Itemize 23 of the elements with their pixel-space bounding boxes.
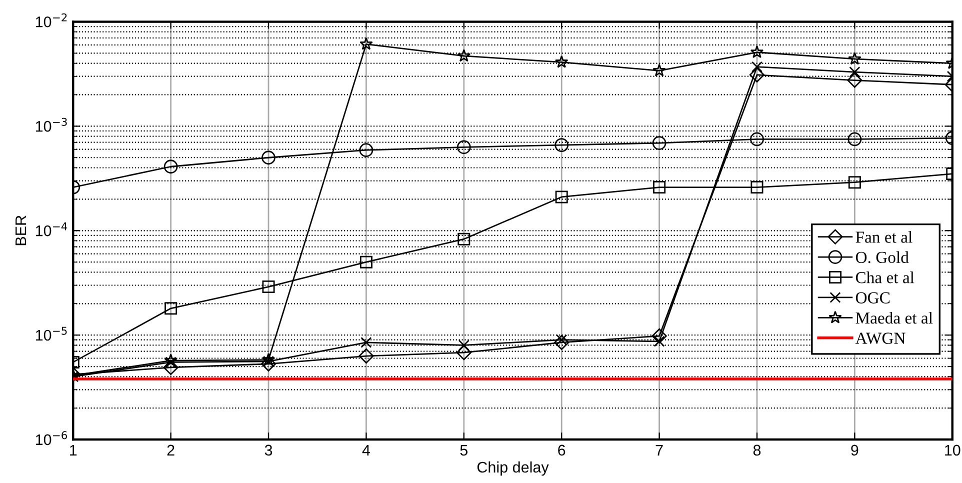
x-tick-label: 3 [264, 444, 272, 456]
legend-label: Fan et al [856, 231, 912, 243]
y-tick-label: 10$^{−5}$ [36, 326, 67, 341]
x-tick-label: 10 [945, 444, 960, 456]
x-tick-label: 5 [460, 444, 468, 456]
x-tick-label: 8 [753, 444, 761, 456]
x-tick-label: 1 [70, 444, 77, 456]
legend-label: O. Gold [856, 251, 909, 264]
x-tick-label: 4 [362, 444, 370, 456]
legend-label: OGC [856, 292, 890, 304]
legend-label: AWGN [855, 332, 906, 344]
y-tick-label: 10$^{−4}$ [36, 222, 68, 236]
y-tick-label: 10$^{−3}$ [36, 118, 67, 132]
x-tick-label: 2 [167, 444, 174, 456]
y-tick-label: 10$^{−6}$ [36, 431, 68, 446]
y-axis-title: BER [16, 216, 26, 246]
x-axis-title: Chip delay [477, 461, 549, 476]
x-tick-label: 7 [656, 444, 663, 456]
x-tick-label: 9 [851, 444, 858, 456]
legend-label: Maeda et al [856, 312, 933, 324]
legend-label: Cha et al [856, 272, 914, 284]
y-tick-label: 10$^{−2}$ [36, 13, 67, 28]
x-tick-label: 6 [558, 444, 566, 456]
